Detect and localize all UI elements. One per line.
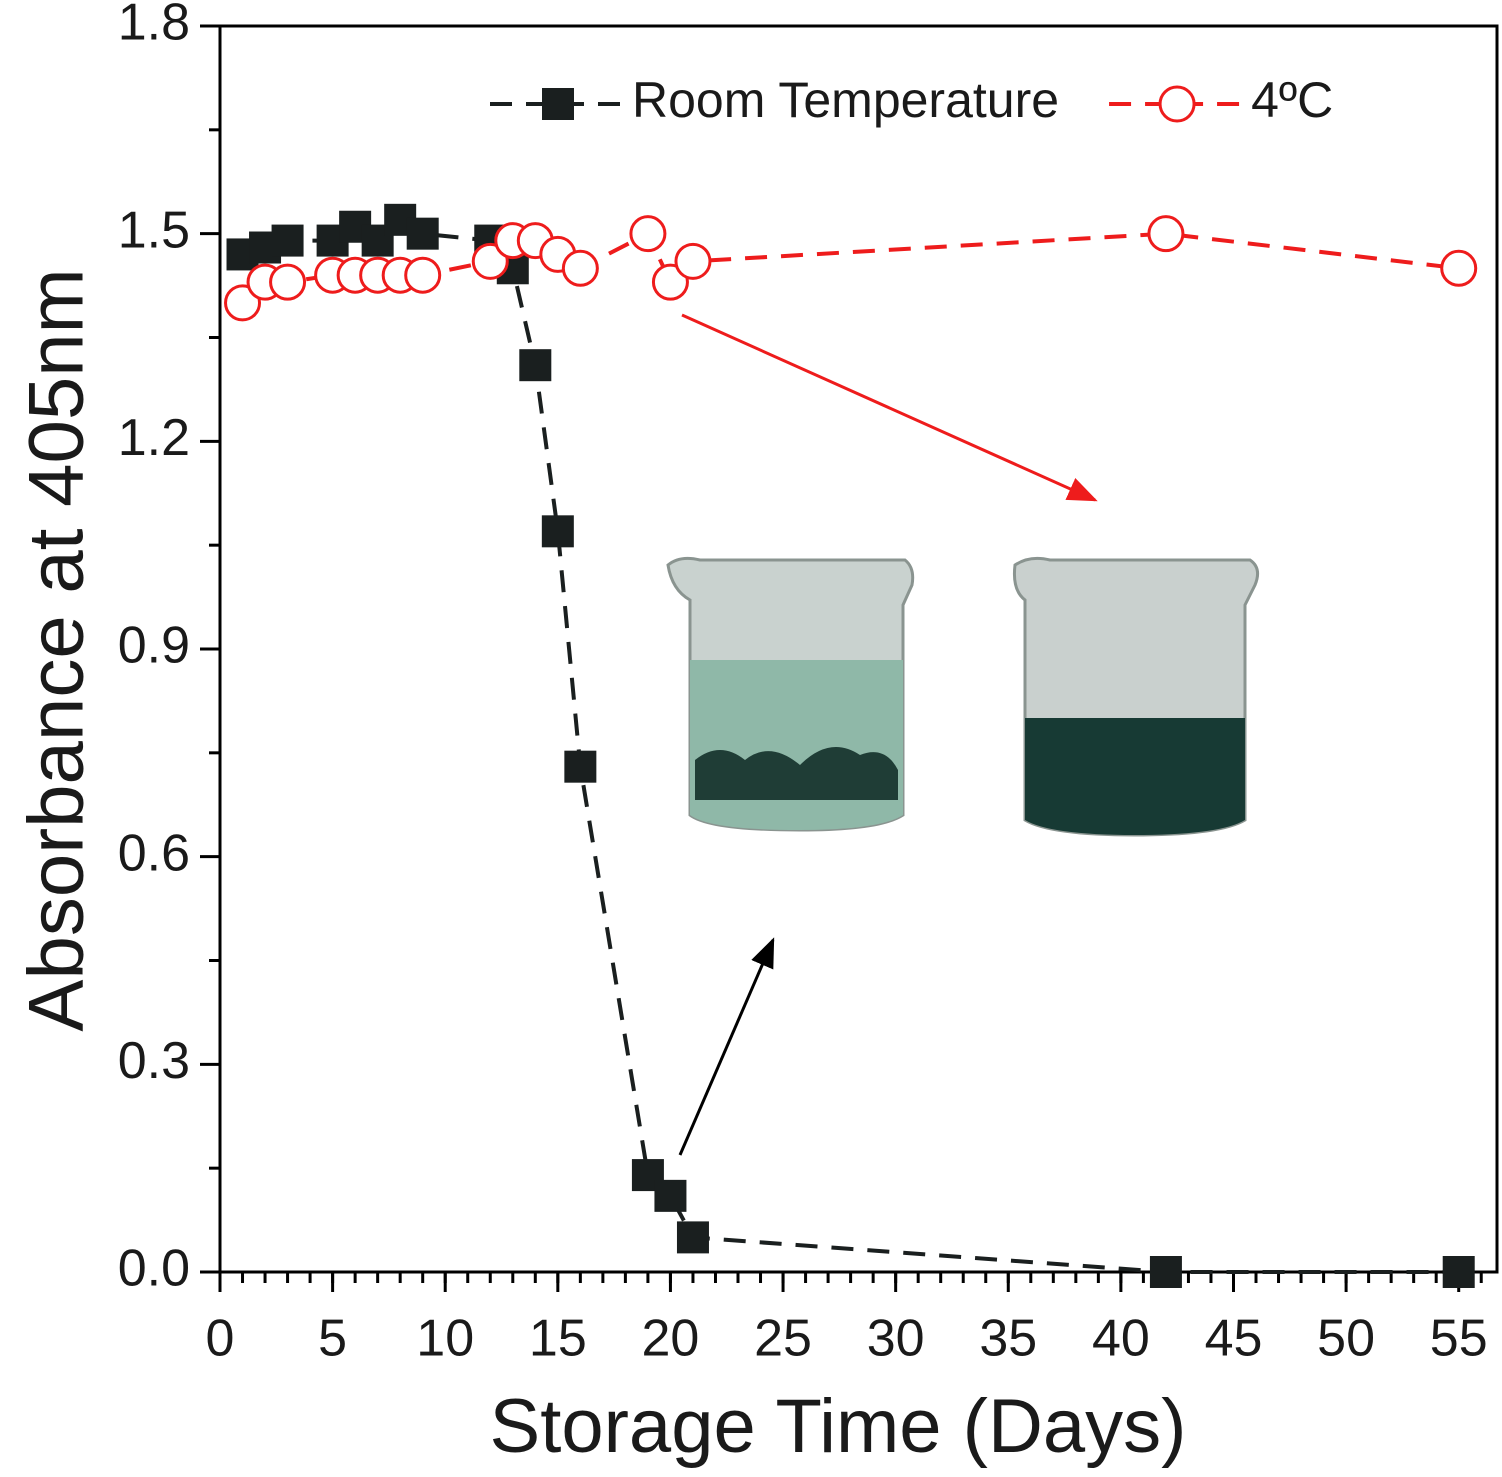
x-tick-label: 15 (529, 1310, 587, 1368)
inset-photo (666, 556, 1260, 837)
x-tick-label: 25 (754, 1310, 812, 1368)
y-tick-label: 0.6 (118, 824, 190, 882)
data-point (564, 750, 597, 783)
x-tick-label: 40 (1092, 1310, 1150, 1368)
legend-marker (1158, 85, 1196, 123)
data-point (271, 224, 304, 257)
x-tick-label: 0 (206, 1310, 235, 1368)
data-point (519, 349, 552, 382)
data-point (406, 217, 439, 250)
data-point (651, 263, 689, 301)
annotation-arrow (681, 313, 1098, 502)
y-tick-label: 0.9 (118, 617, 190, 675)
x-tick-label: 30 (867, 1310, 925, 1368)
annotation-arrow (678, 937, 775, 1156)
data-point (629, 215, 667, 253)
legend-label: Room Temperature (632, 72, 1059, 128)
x-axis-title: Storage Time (Days) (490, 1384, 1187, 1469)
y-tick-label: 0.3 (118, 1032, 190, 1090)
x-tick-label: 20 (642, 1310, 700, 1368)
data-point (1147, 215, 1185, 253)
data-point (404, 256, 442, 294)
data-point (676, 1221, 709, 1254)
data-point (674, 242, 712, 280)
legend-marker (542, 88, 574, 120)
data-point (224, 284, 262, 322)
data-point (471, 242, 509, 280)
data-point (654, 1179, 687, 1212)
x-tick-label: 45 (1205, 1310, 1263, 1368)
x-tick-label: 5 (318, 1310, 347, 1368)
data-point (269, 263, 307, 301)
x-tick-label: 10 (416, 1310, 474, 1368)
y-tick-label: 1.2 (118, 409, 190, 467)
y-tick-label: 1.5 (118, 201, 190, 259)
data-point (1149, 1256, 1182, 1288)
x-tick-label: 55 (1430, 1310, 1488, 1368)
y-tick-label: 0.0 (118, 1240, 190, 1298)
data-point (1440, 249, 1478, 287)
y-tick-label: 1.8 (118, 0, 190, 52)
data-point (541, 515, 574, 548)
legend-label: 4ºC (1251, 72, 1333, 128)
data-point (1442, 1256, 1475, 1288)
y-axis-title: Absorbance at 405nm (12, 268, 100, 1031)
x-tick-label: 50 (1317, 1310, 1375, 1368)
data-point (561, 249, 599, 287)
x-tick-label: 35 (979, 1310, 1037, 1368)
